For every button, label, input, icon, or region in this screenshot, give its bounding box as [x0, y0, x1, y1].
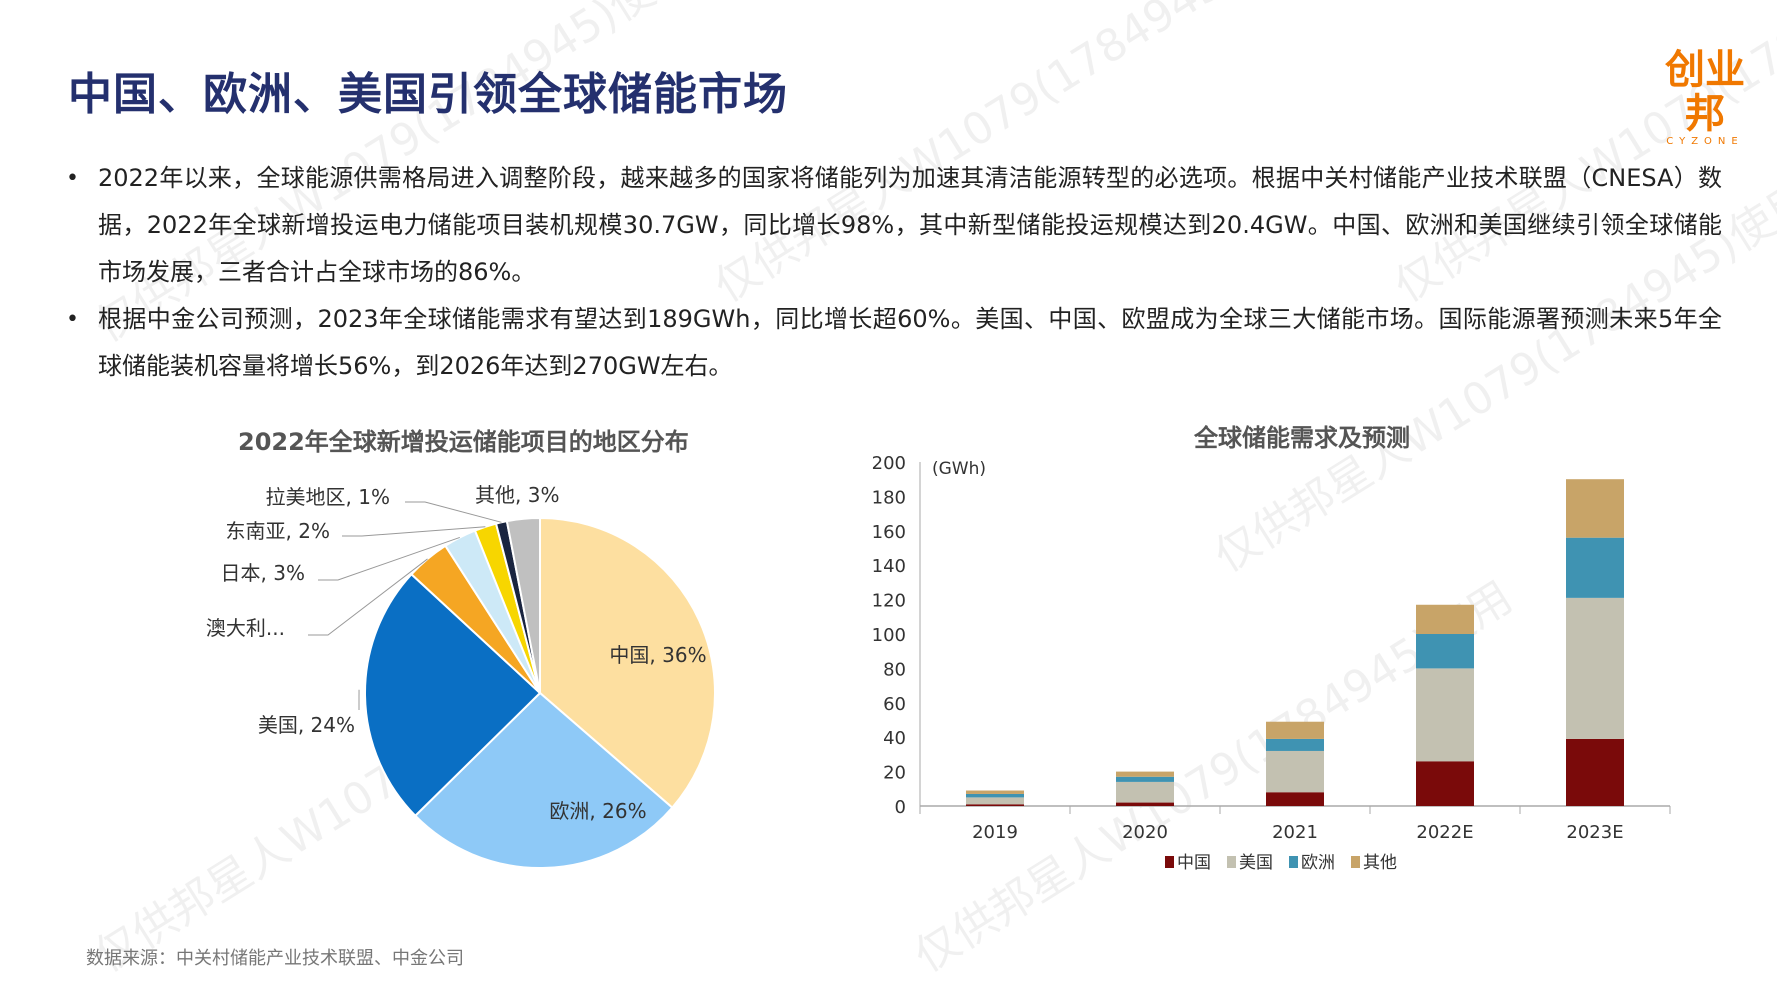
x-tick-label: 2020: [1122, 822, 1168, 843]
bar-segment: [1116, 781, 1174, 803]
legend-swatch: [1165, 856, 1174, 868]
y-tick-label: 80: [883, 659, 906, 680]
bullet-list: 2022年以来，全球能源供需格局进入调整阶段，越来越多的国家将储能列为加速其清洁…: [62, 155, 1722, 390]
bar-segment: [1416, 604, 1474, 634]
bar-segment: [1116, 802, 1174, 806]
y-tick-label: 140: [872, 556, 906, 577]
pie-slice: [413, 691, 674, 869]
unit-label: (GWh): [932, 459, 986, 479]
brand-logo: 创业邦 CYZONE: [1650, 48, 1760, 147]
pie-slice-label: 欧洲, 26%: [549, 799, 646, 823]
pie-chart: 中国, 36% 欧洲, 26% 美国, 24% 澳大利... 日本, 3% 东南亚, 2%…: [206, 483, 716, 869]
bar-segment: [1416, 761, 1474, 806]
y-tick-label: 160: [872, 522, 906, 543]
logo-text: 创业邦: [1665, 47, 1745, 137]
bar-segment: [1566, 479, 1624, 538]
x-tick-label: 2021: [1272, 822, 1318, 843]
x-tick-label: 2022E: [1416, 822, 1473, 843]
bar-segment: [1266, 738, 1324, 751]
leader-line: [342, 526, 486, 537]
bar-segment: [1566, 738, 1624, 806]
legend-swatch: [1289, 856, 1298, 868]
legend-label: 中国: [1177, 853, 1211, 873]
bar-segment: [966, 793, 1024, 798]
y-tick-label: 40: [883, 728, 906, 749]
pie-slice: [364, 572, 542, 818]
y-tick-label: 100: [872, 625, 906, 646]
pie-slice-label: 其他, 3%: [475, 483, 559, 507]
y-tick-label: 20: [883, 763, 906, 784]
y-tick-label: 200: [872, 453, 906, 474]
bar-segment: [966, 790, 1024, 794]
x-tick-label: 2019: [972, 822, 1018, 843]
x-tick-label: 2023E: [1566, 822, 1623, 843]
bar-segment: [1266, 721, 1324, 739]
legend-label: 欧洲: [1301, 853, 1335, 873]
source-note: 数据来源：中关村储能产业技术联盟、中金公司: [86, 948, 464, 969]
y-tick-label: 0: [895, 797, 906, 818]
y-tick-label: 180: [872, 487, 906, 508]
legend-swatch: [1227, 856, 1236, 868]
pie-slice-label: 东南亚, 2%: [226, 519, 330, 543]
logo-subtext: CYZONE: [1666, 136, 1744, 147]
y-tick-label: 60: [883, 694, 906, 715]
legend-label: 其他: [1363, 853, 1397, 873]
bar-segment: [1266, 750, 1324, 793]
pie-slice-label: 日本, 3%: [221, 561, 305, 585]
pie-slice-label: 中国, 36%: [609, 643, 706, 667]
bullet-item: 根据中金公司预测，2023年全球储能需求有望达到189GWh，同比增长超60%。…: [62, 296, 1722, 390]
pie-slice-label: 拉美地区, 1%: [266, 485, 390, 509]
page-title: 中国、欧洲、美国引领全球储能市场: [68, 69, 788, 120]
bar-segment: [1416, 668, 1474, 762]
legend-label: 美国: [1239, 853, 1273, 873]
bar-segment: [1566, 597, 1624, 739]
pie-chart-title: 2022年全球新增投运储能项目的地区分布: [238, 428, 689, 456]
bar-chart: 0 20 40 60 80 100 120 140 160 180 200 (GWh) 2019 2020…: [872, 453, 1671, 873]
bullet-item: 2022年以来，全球能源供需格局进入调整阶段，越来越多的国家将储能列为加速其清洁…: [62, 155, 1722, 296]
bar-segment: [966, 797, 1024, 805]
y-tick-label: 120: [872, 591, 906, 612]
bar-chart-title: 全球储能需求及预测: [1194, 424, 1410, 452]
pie-slice-label: 美国, 24%: [258, 713, 355, 737]
bar-segment: [1266, 792, 1324, 806]
bar-segment: [966, 804, 1024, 806]
leader-line: [318, 536, 460, 581]
pie-slice: [539, 516, 716, 810]
bar-segment: [1416, 634, 1474, 669]
pie-slice: [505, 516, 541, 694]
pie-slice-label: 澳大利...: [206, 616, 285, 640]
legend-swatch: [1351, 856, 1360, 868]
leader-line: [308, 558, 428, 636]
bar-segment: [1116, 776, 1174, 782]
bar-segment: [1566, 537, 1624, 598]
leader-line: [405, 501, 502, 523]
bar-segment: [1116, 771, 1174, 777]
